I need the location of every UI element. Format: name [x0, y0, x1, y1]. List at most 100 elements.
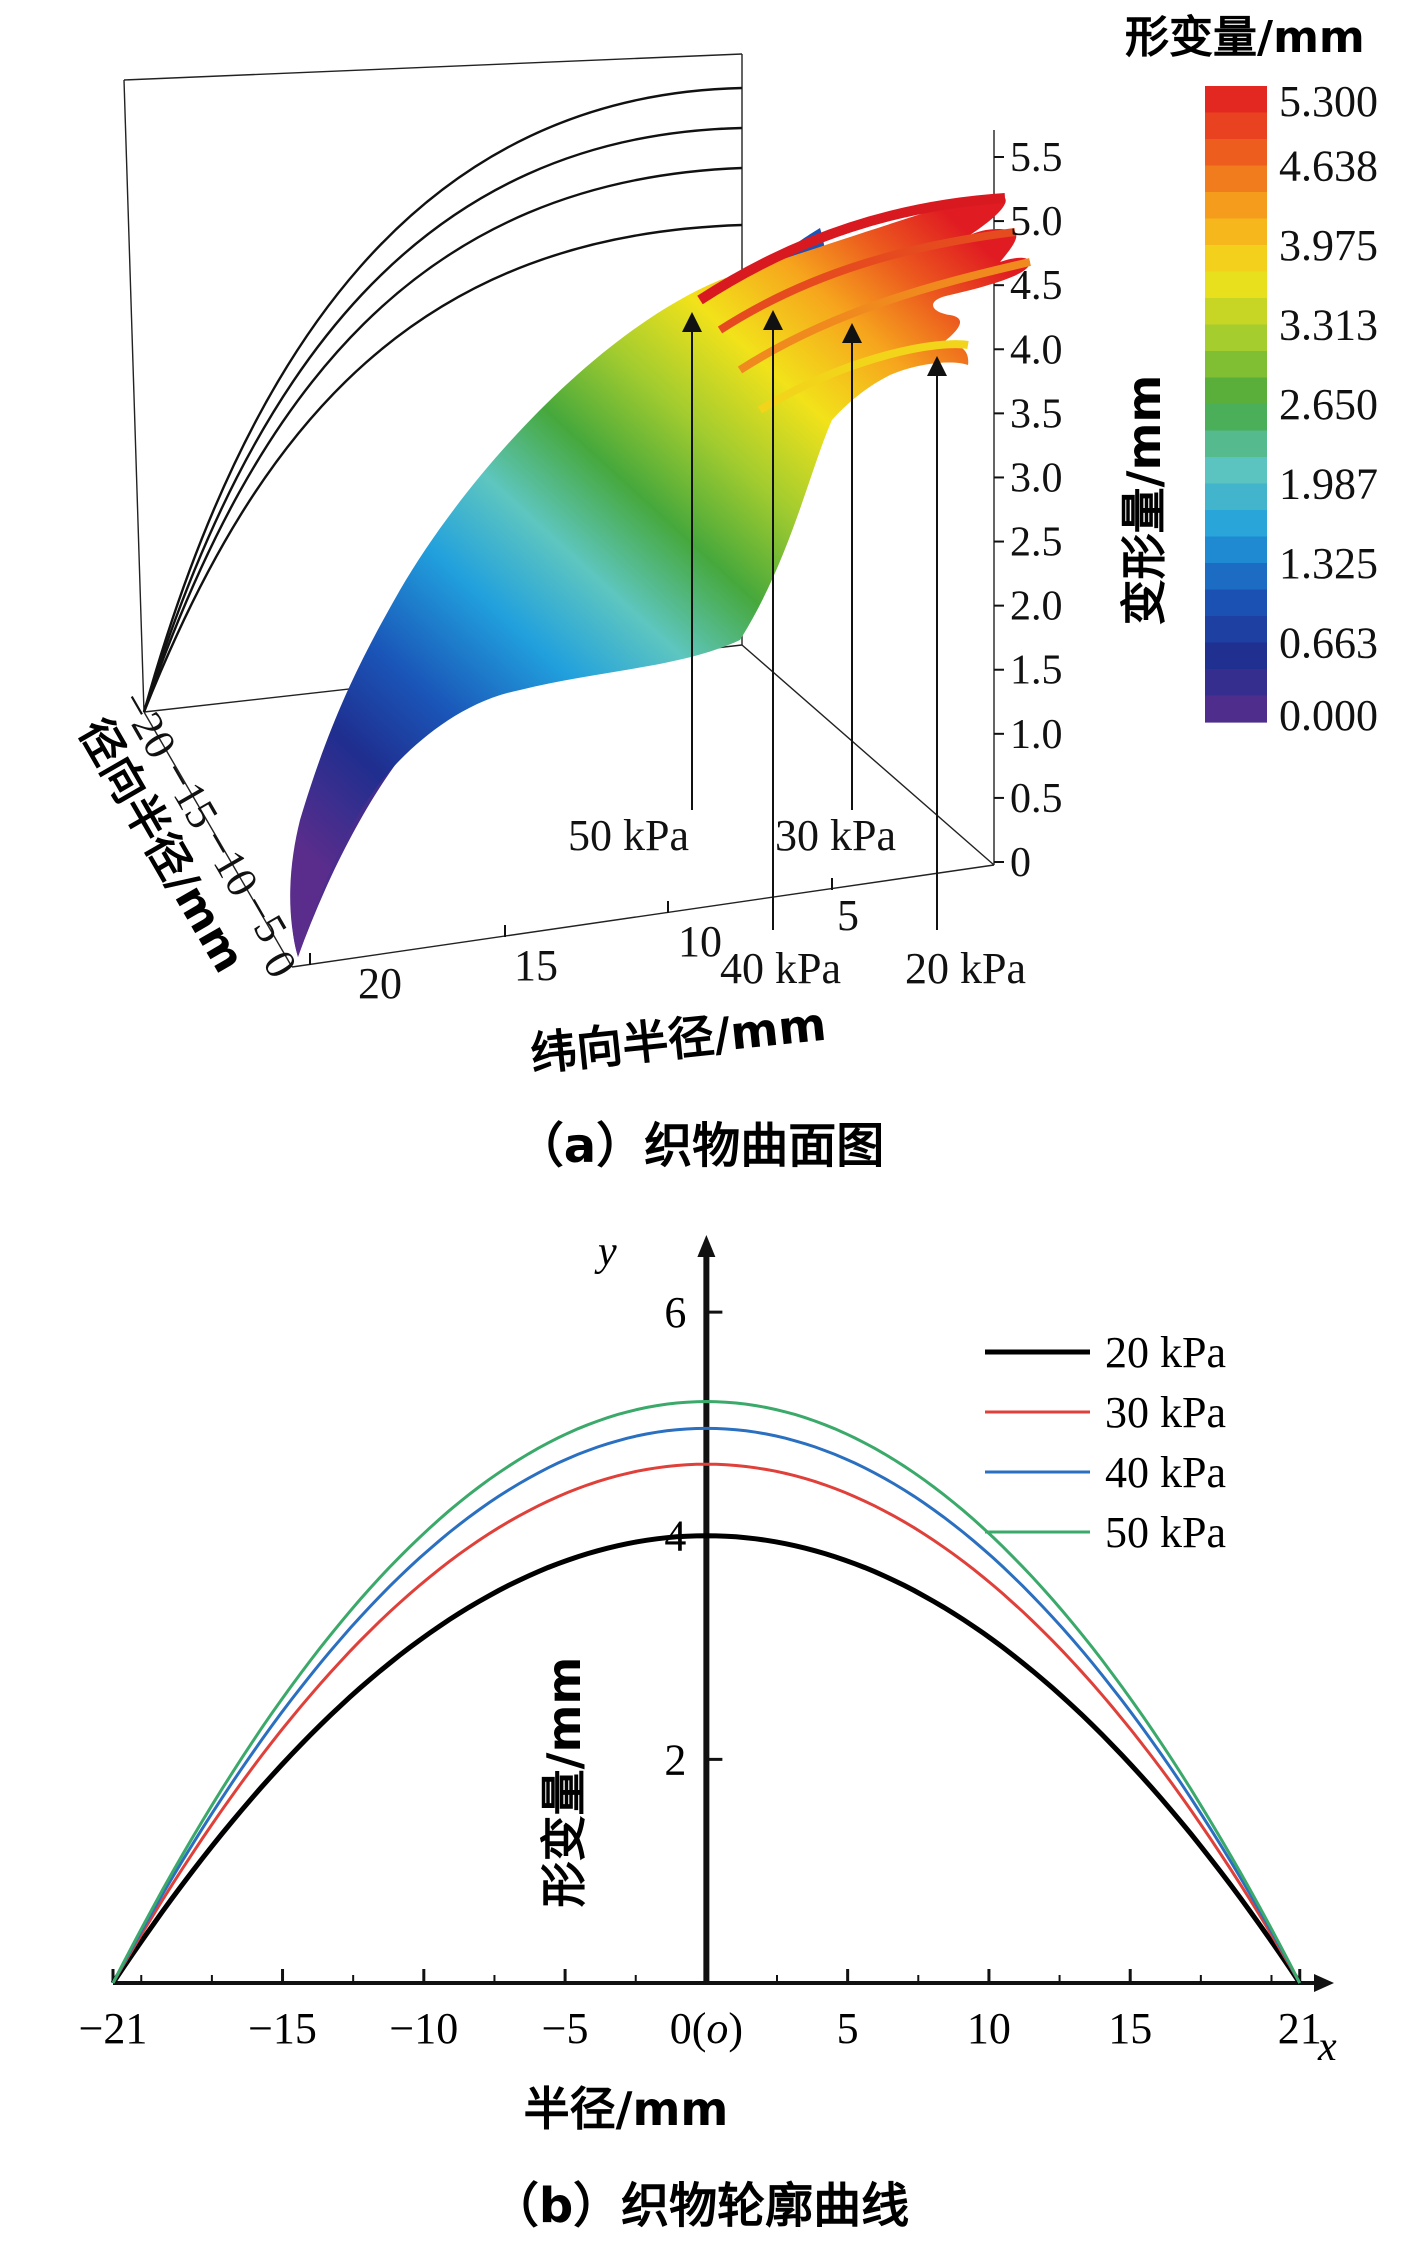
colorbar-band	[1205, 642, 1267, 670]
legend-label: 40 kPa	[1105, 1448, 1226, 1497]
legend-label: 20 kPa	[1105, 1328, 1226, 1377]
colorbar-tick-label: 1.325	[1279, 539, 1378, 588]
colorbar-band	[1205, 139, 1267, 167]
x-axis-symbol: x	[1317, 2024, 1337, 2070]
y-tick-label-0: 0	[253, 943, 306, 987]
box-top-back-edge	[123, 53, 743, 81]
colorbar-band	[1205, 86, 1267, 114]
z-axis-ticks: 0 0.5 1.0 1.5 2.0 2.5 3.0 3.5 4.0 4.5 5.0 5.5	[994, 135, 1063, 886]
colorbar-bands	[1205, 86, 1267, 723]
z-tick-label: 2.5	[1010, 520, 1063, 566]
z-tick-label: 4.0	[1010, 327, 1063, 373]
y-tick-label: 6	[664, 1288, 686, 1337]
series-line-20kpa	[110, 1533, 1302, 1985]
colorbar-band	[1205, 430, 1267, 458]
projection-curve-50kpa	[142, 86, 743, 713]
colorbar-tick-label: 3.975	[1279, 221, 1378, 270]
x-tick-label-10: 10	[678, 917, 722, 966]
pressure-label-40kpa: 40 kPa	[720, 944, 841, 993]
x-tick-label: 10	[967, 2004, 1011, 2053]
projection-curve-20kpa	[142, 223, 743, 713]
projection-curve-30kpa	[142, 166, 743, 713]
x-tick-label: 21	[1278, 2004, 1322, 2053]
panel-a-caption: （a）织物曲面图	[516, 1118, 884, 1174]
surface-top	[290, 196, 1030, 958]
colorbar-band	[1205, 483, 1267, 511]
colorbar-tick-label: 0.000	[1279, 691, 1378, 740]
x-tick-label: 0(o)	[670, 2004, 743, 2053]
series-line-50kpa	[111, 1399, 1302, 1984]
x-tick-label: 5	[837, 2004, 859, 2053]
colorbar-tick-label: 3.313	[1279, 300, 1378, 349]
colorbar-tick-label: 5.300	[1279, 77, 1378, 126]
x-axis-arrow	[1314, 1974, 1334, 1992]
back-wall-projection-curves	[142, 86, 743, 713]
x-axis-ticks: 20 15 10 5	[309, 878, 859, 1008]
colorbar-band	[1205, 695, 1267, 723]
x-tick-label: −5	[542, 2004, 589, 2053]
colorbar-band	[1205, 165, 1267, 193]
line-chart-series	[110, 1399, 1302, 1985]
colorbar-tick-label: 4.638	[1279, 141, 1378, 190]
pressure-leader-lines	[682, 310, 947, 930]
x-tick-label: −15	[248, 2004, 317, 2053]
x-tick-label-15: 15	[514, 941, 558, 990]
y-axis-arrow	[697, 1235, 716, 1257]
box-left-floor-edge	[143, 711, 293, 968]
colorbar-tick-label: 1.987	[1279, 460, 1378, 509]
colorbar-tick-label: 2.650	[1279, 380, 1378, 429]
pressure-labels: 50 kPa 30 kPa 40 kPa 20 kPa	[568, 811, 1026, 993]
surface-crest-40kpa	[717, 228, 1016, 334]
box-front-floor-edge	[291, 864, 995, 968]
colorbar-band	[1205, 510, 1267, 538]
line-y-axis-title: 形变量/mm	[537, 1657, 591, 1908]
legend-label: 50 kPa	[1105, 1508, 1226, 1557]
colorbar-band	[1205, 218, 1267, 246]
panel-b-caption: （b）织物轮廓曲线	[491, 2178, 909, 2234]
colorbar-band	[1205, 404, 1267, 432]
colorbar-band	[1205, 536, 1267, 564]
z-tick-label: 1.5	[1010, 648, 1063, 694]
z-tick-label: 4.5	[1010, 263, 1063, 309]
z-tick-label: 3.0	[1010, 455, 1063, 501]
z-tick-label: 0.5	[1010, 776, 1063, 822]
series-line-30kpa	[111, 1462, 1302, 1984]
colorbar-band	[1205, 192, 1267, 220]
x-tick-label: 15	[1108, 2004, 1152, 2053]
pressure-label-20kpa: 20 kPa	[905, 944, 1026, 993]
colorbar-band	[1205, 669, 1267, 697]
z-tick-label: 5.5	[1010, 135, 1063, 181]
x-tick-label: −10	[389, 2004, 458, 2053]
x-tick-label: −21	[79, 2004, 148, 2053]
z-tick-label: 2.0	[1010, 584, 1063, 630]
projection-curve-40kpa	[142, 126, 743, 713]
colorbar-tick-labels: 5.300 4.638 3.975 3.313 2.650 1.987 1.325 0.663…	[1279, 77, 1378, 740]
y-axis-symbol: y	[594, 1229, 617, 1275]
line-x-axis-title: 半径/mm	[524, 2082, 729, 2136]
colorbar-tick-label: 0.663	[1279, 618, 1378, 667]
z-tick-label: 0	[1010, 840, 1031, 886]
colorbar-band	[1205, 245, 1267, 273]
colorbar-band	[1205, 351, 1267, 379]
z-tick-label: 3.5	[1010, 391, 1063, 437]
colorbar-band	[1205, 298, 1267, 326]
x-axis-title: 纬向半径/mm	[528, 997, 829, 1082]
colorbar-band	[1205, 589, 1267, 617]
pressure-label-50kpa: 50 kPa	[568, 811, 689, 860]
colorbar-band	[1205, 324, 1267, 352]
box-left-back-edge	[123, 79, 145, 713]
colorbar: 形变量/mm 5.300 4.638 3.975 3.313 2.650 1.987 1.3…	[1125, 12, 1378, 740]
y-tick-label: 2	[664, 1735, 686, 1784]
legend-label: 30 kPa	[1105, 1388, 1226, 1437]
surface-crest-20kpa	[757, 340, 969, 414]
colorbar-band	[1205, 616, 1267, 644]
z-tick-label: 1.0	[1010, 712, 1063, 758]
colorbar-band	[1205, 457, 1267, 485]
colorbar-band	[1205, 377, 1267, 405]
colorbar-band	[1205, 563, 1267, 591]
x-tick-label-5: 5	[837, 891, 859, 940]
pressure-label-30kpa: 30 kPa	[775, 811, 896, 860]
